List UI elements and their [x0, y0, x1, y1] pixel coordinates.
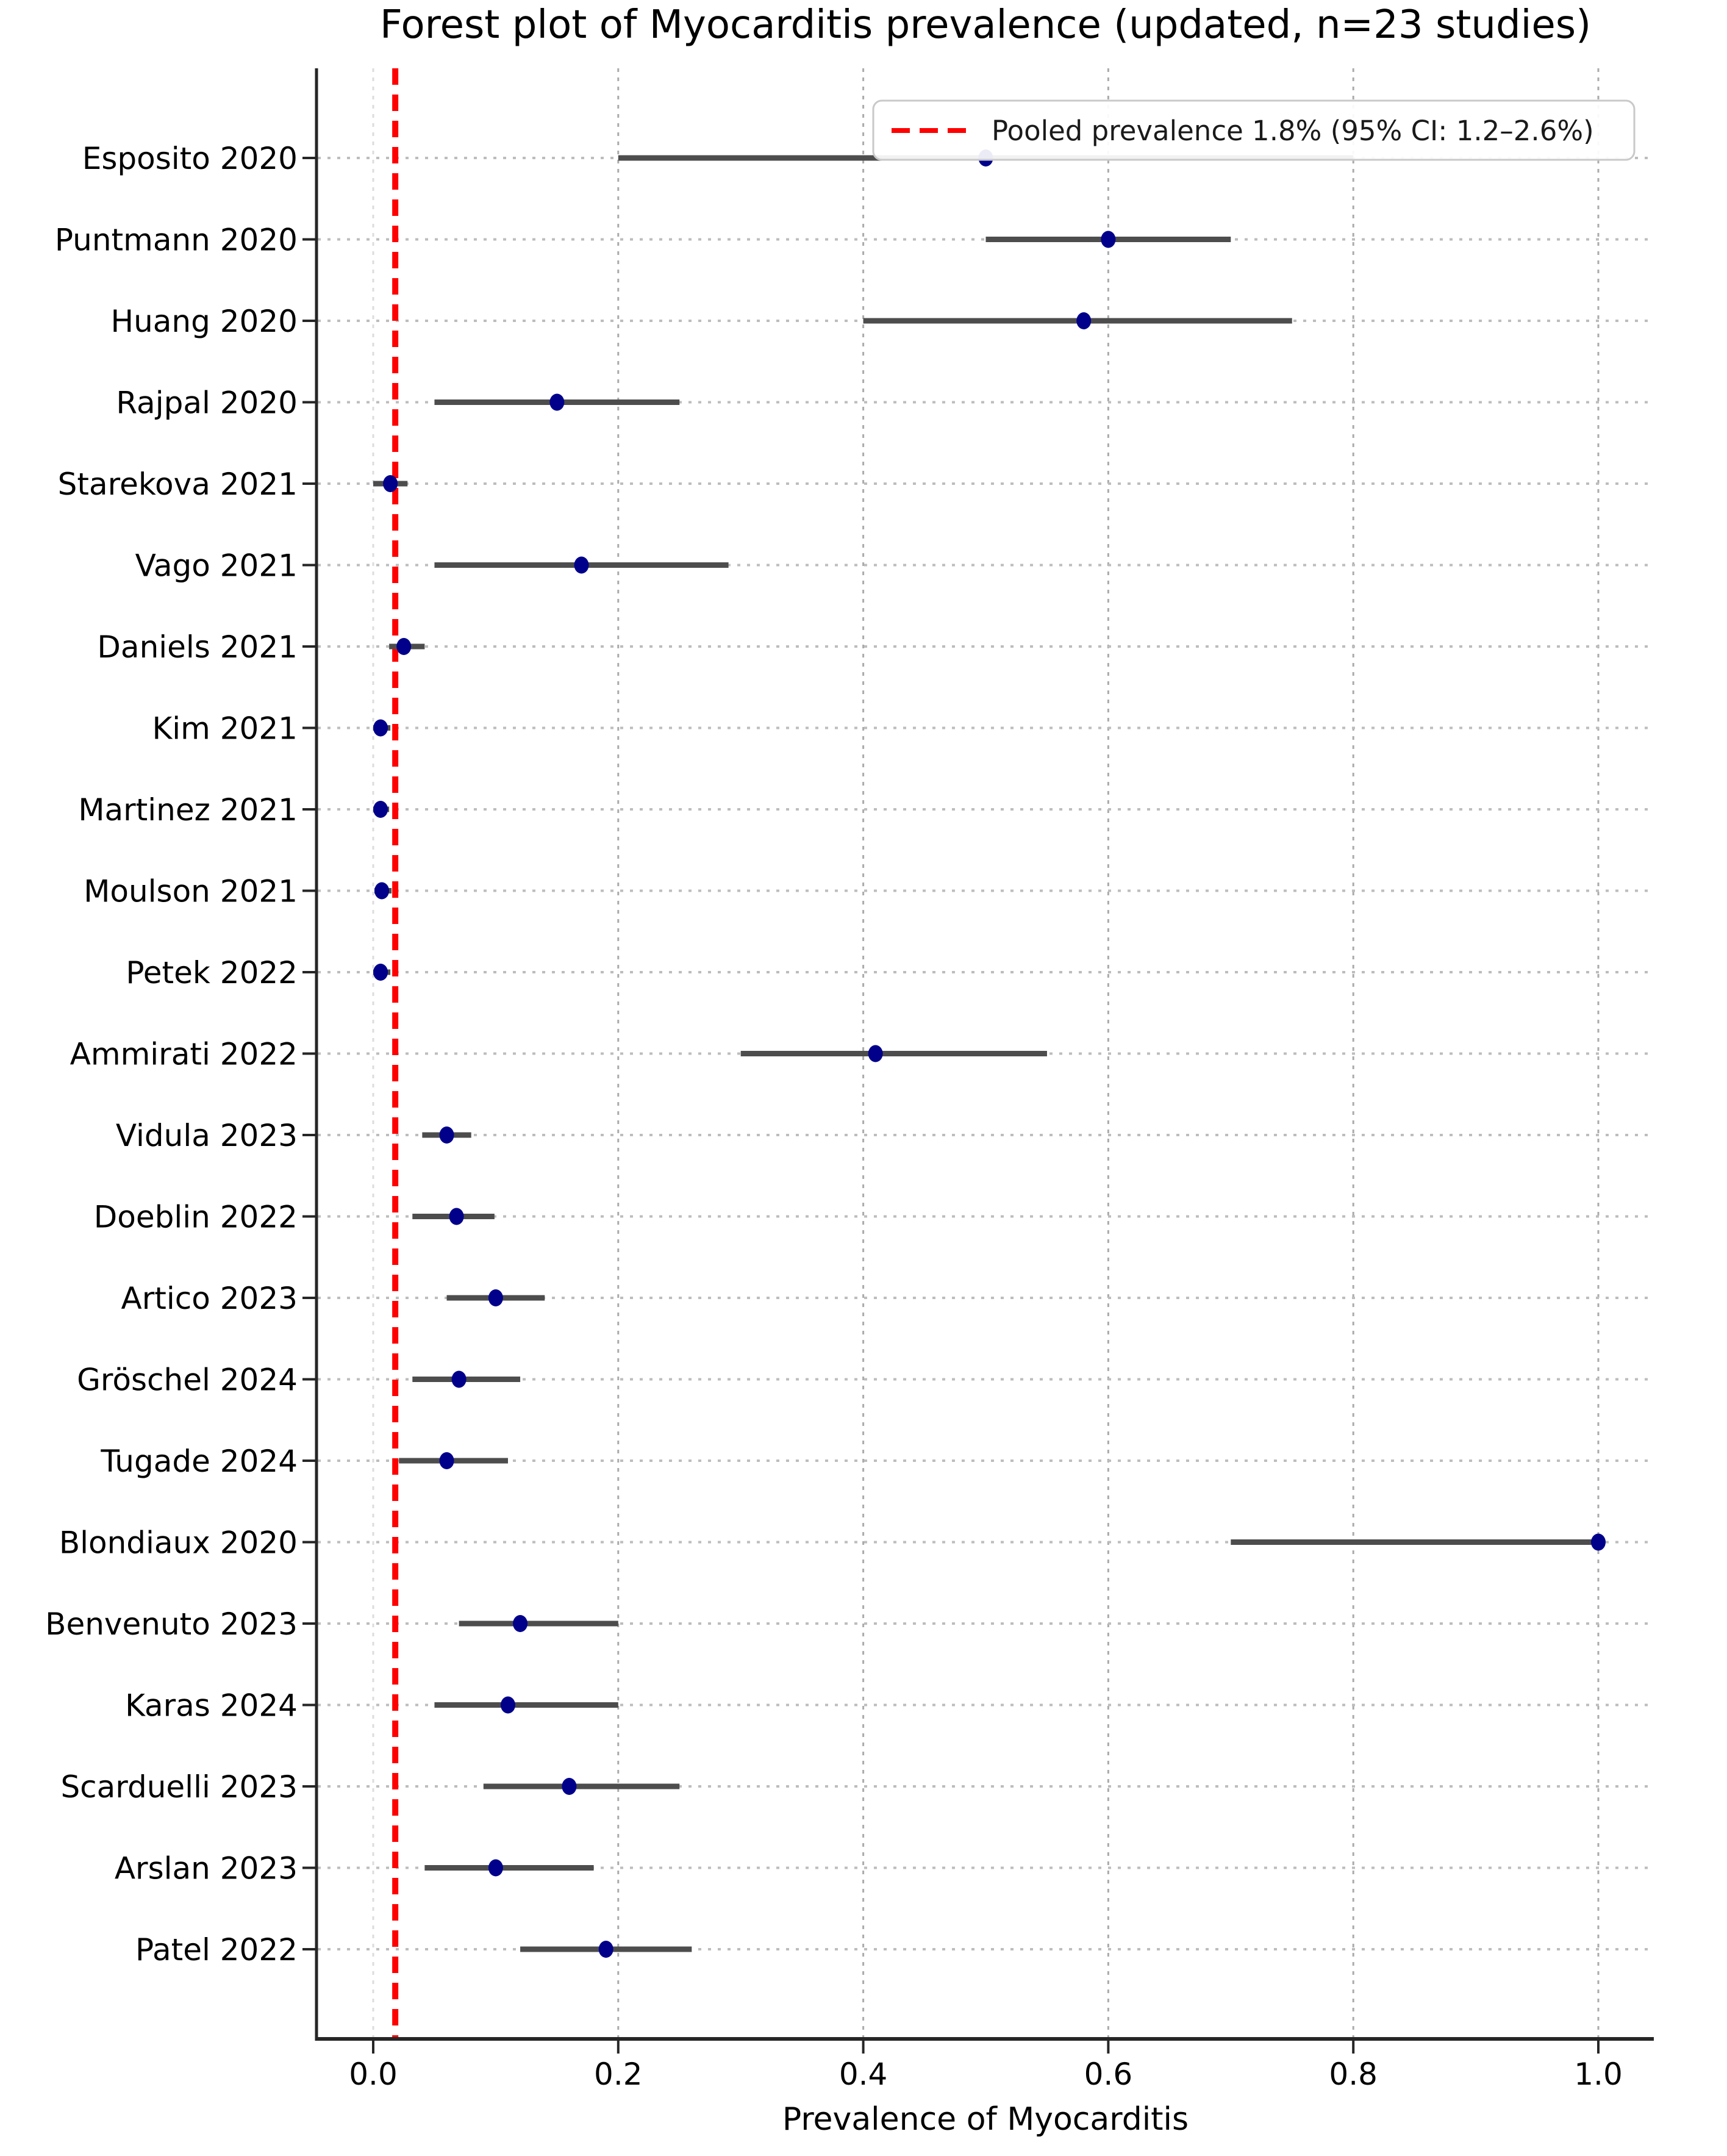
x-tick-label: 0.0 [349, 2057, 398, 2092]
study-label: Blondiaux 2020 [59, 1525, 298, 1561]
point-estimate-marker [373, 719, 388, 737]
x-tick-label: 0.8 [1329, 2057, 1378, 2092]
study-label: Daniels 2021 [97, 629, 298, 665]
point-estimate-marker [562, 1778, 577, 1795]
study-row [412, 1370, 521, 1388]
study-label: Starekova 2021 [58, 467, 298, 502]
study-row [399, 1452, 508, 1469]
legend: Pooled prevalence 1.8% (95% CI: 1.2–2.6%… [872, 99, 1636, 161]
study-row [424, 1859, 594, 1877]
point-estimate-marker [868, 1045, 883, 1062]
study-label: Patel 2022 [135, 1932, 298, 1968]
point-estimate-marker [374, 882, 390, 900]
study-row [434, 393, 680, 411]
study-label: Huang 2020 [111, 304, 298, 339]
study-label: Scarduelli 2023 [60, 1769, 298, 1805]
point-estimate-marker [574, 556, 589, 574]
study-row [373, 719, 391, 737]
study-label: Karas 2024 [125, 1688, 298, 1724]
study-label: Doeblin 2022 [94, 1200, 298, 1235]
point-estimate-marker [1076, 312, 1092, 329]
study-label: Esposito 2020 [82, 141, 298, 176]
study-label: Arslan 2023 [115, 1851, 298, 1886]
x-tick-label: 0.6 [1084, 2057, 1133, 2092]
study-label: Moulson 2021 [84, 874, 298, 909]
data-layer [373, 149, 1606, 1958]
study-row [373, 964, 391, 981]
study-label: Vidula 2023 [116, 1118, 298, 1153]
point-estimate-marker [383, 475, 398, 492]
study-row [520, 1941, 692, 1958]
x-axis-label: Prevalence of Myocarditis [782, 2101, 1189, 2138]
study-label: Rajpal 2020 [116, 385, 298, 421]
point-estimate-marker [451, 1370, 467, 1388]
point-estimate-marker [1101, 231, 1116, 248]
point-estimate-marker [1591, 1533, 1606, 1551]
legend-box [872, 99, 1636, 161]
study-row [446, 1289, 545, 1306]
point-estimate-marker [439, 1452, 454, 1469]
study-row [1231, 1533, 1606, 1551]
study-row [389, 638, 425, 655]
study-label: Benvenuto 2023 [45, 1606, 298, 1642]
row-guides-layer [318, 157, 1650, 1950]
tick-labels-layer: 0.0 0.2 0.4 0.6 0.8 1.0 Esposito 2020 Puntmann … [45, 141, 1623, 2092]
study-row [863, 312, 1292, 329]
study-row [434, 1696, 618, 1714]
point-estimate-marker [549, 393, 565, 411]
point-estimate-marker [598, 1941, 613, 1958]
study-row [412, 1208, 495, 1225]
study-row [373, 475, 408, 492]
point-estimate-marker [373, 964, 388, 981]
study-row [373, 801, 390, 818]
study-label: Tugade 2024 [100, 1444, 298, 1479]
study-row [422, 1126, 471, 1144]
x-tick-label: 1.0 [1574, 2057, 1623, 2092]
point-estimate-marker [488, 1289, 503, 1306]
point-estimate-marker [449, 1208, 464, 1225]
x-tick-label: 0.2 [594, 2057, 643, 2092]
study-label: Gröschel 2024 [77, 1363, 298, 1398]
study-row [434, 556, 729, 574]
axes-layer [302, 68, 1654, 2054]
study-label: Petek 2022 [126, 955, 298, 990]
point-estimate-marker [439, 1126, 454, 1144]
study-label: Martinez 2021 [78, 792, 298, 828]
study-row [985, 231, 1231, 248]
point-estimate-marker [500, 1696, 515, 1714]
study-row [374, 882, 392, 900]
legend-label: Pooled prevalence 1.8% (95% CI: 1.2–2.6%… [992, 115, 1594, 147]
study-label: Puntmann 2020 [55, 223, 298, 258]
point-estimate-marker [488, 1859, 503, 1877]
study-label: Artico 2023 [121, 1281, 298, 1316]
study-row [483, 1778, 680, 1795]
study-label: Vago 2021 [135, 548, 298, 584]
x-tick-label: 0.4 [839, 2057, 888, 2092]
point-estimate-marker [396, 638, 412, 655]
study-row [459, 1615, 618, 1632]
chart-title: Forest plot of Myocarditis prevalence (u… [380, 2, 1591, 48]
study-row [740, 1045, 1047, 1062]
point-estimate-marker [513, 1615, 528, 1632]
point-estimate-marker [373, 801, 388, 818]
study-label: Kim 2021 [152, 711, 298, 747]
study-label: Ammirati 2022 [70, 1037, 298, 1072]
